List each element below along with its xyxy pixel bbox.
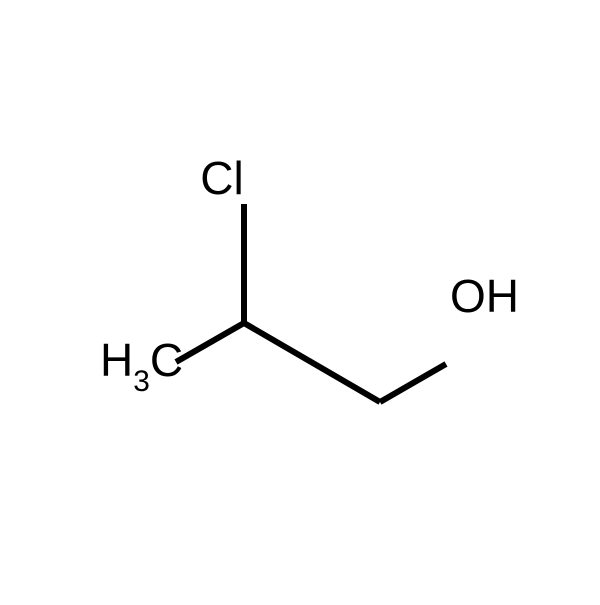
bond [244,323,380,402]
bond [176,323,244,362]
molecule-canvas: Cl OH H3C [0,0,600,600]
atom-label-cl: Cl [200,155,243,201]
atom-label-h3c: H3C [100,337,183,392]
bond [380,364,446,402]
atom-label-oh: OH [450,273,519,319]
